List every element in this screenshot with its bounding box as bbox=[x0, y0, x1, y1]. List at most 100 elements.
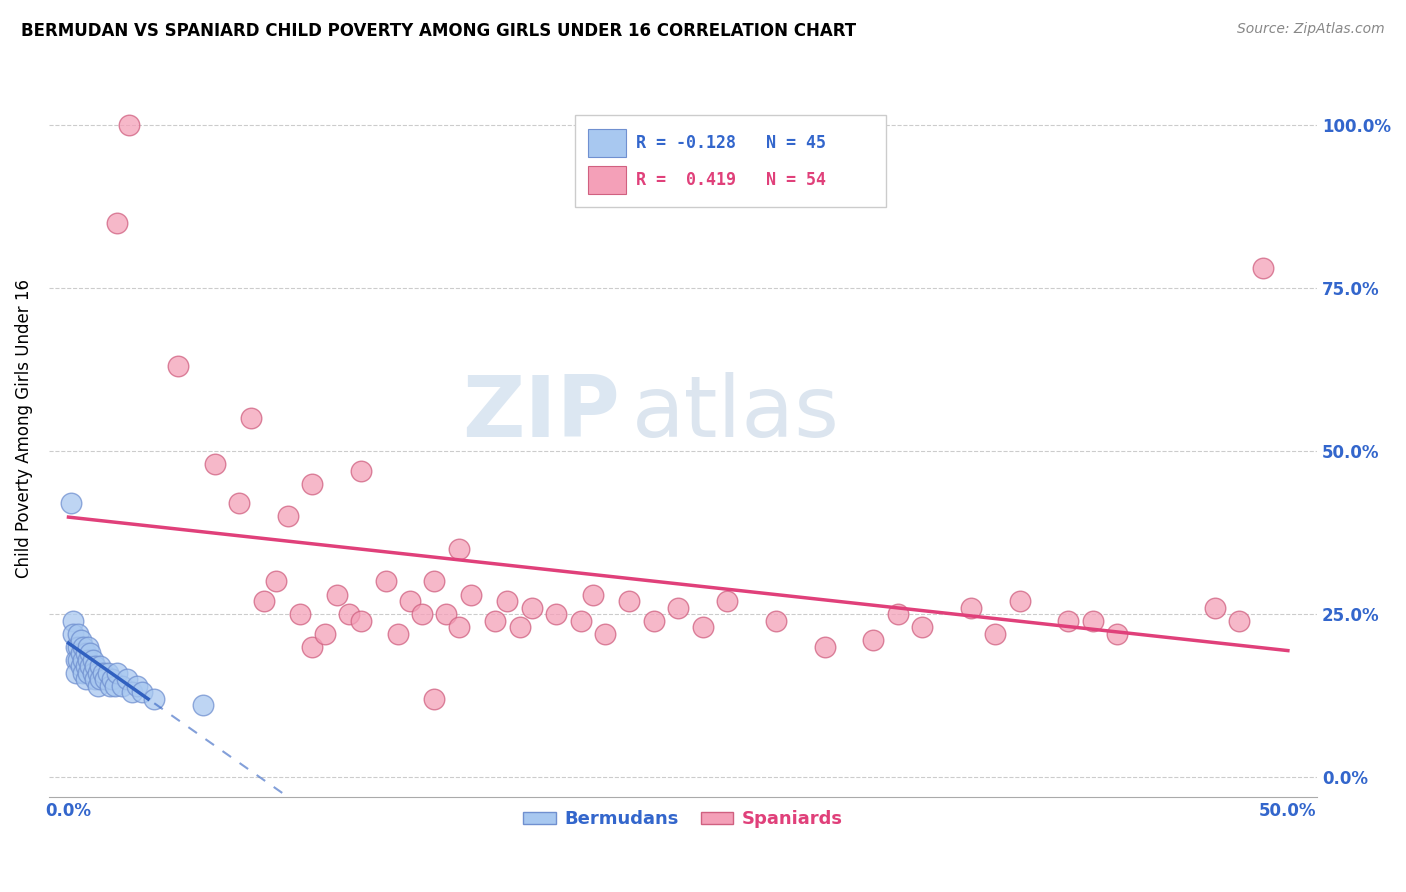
Point bbox=[436, 607, 458, 621]
Point bbox=[84, 659, 107, 673]
Point bbox=[62, 626, 84, 640]
Point bbox=[520, 600, 543, 615]
Legend: Bermudans, Spaniards: Bermudans, Spaniards bbox=[516, 803, 851, 836]
Point bbox=[423, 574, 446, 589]
Point bbox=[77, 640, 100, 654]
Point bbox=[121, 685, 143, 699]
Point bbox=[484, 614, 506, 628]
Point bbox=[142, 692, 165, 706]
Point bbox=[1008, 594, 1031, 608]
Point bbox=[98, 679, 121, 693]
Point bbox=[387, 626, 409, 640]
Point bbox=[337, 607, 360, 621]
Point bbox=[72, 640, 94, 654]
Point bbox=[716, 594, 738, 608]
Point bbox=[374, 574, 396, 589]
Point bbox=[75, 646, 97, 660]
Point bbox=[89, 659, 111, 673]
Point bbox=[67, 653, 90, 667]
Point bbox=[91, 665, 114, 680]
Point bbox=[59, 496, 82, 510]
Y-axis label: Child Poverty Among Girls Under 16: Child Poverty Among Girls Under 16 bbox=[15, 278, 32, 578]
Point bbox=[240, 411, 263, 425]
Point bbox=[569, 614, 592, 628]
Point bbox=[87, 679, 110, 693]
Point bbox=[447, 620, 470, 634]
Point bbox=[105, 216, 128, 230]
Point bbox=[277, 509, 299, 524]
Point bbox=[89, 673, 111, 687]
Point bbox=[79, 659, 101, 673]
Point bbox=[94, 673, 117, 687]
Point bbox=[886, 607, 908, 621]
Point bbox=[87, 665, 110, 680]
Point bbox=[191, 698, 214, 713]
Point bbox=[399, 594, 422, 608]
Point bbox=[460, 588, 482, 602]
Point bbox=[104, 679, 127, 693]
Point bbox=[228, 496, 250, 510]
Point bbox=[411, 607, 433, 621]
Point bbox=[204, 457, 226, 471]
Point bbox=[862, 633, 884, 648]
Point bbox=[643, 614, 665, 628]
Point bbox=[131, 685, 153, 699]
Point bbox=[77, 665, 100, 680]
Point bbox=[101, 673, 124, 687]
Text: ZIP: ZIP bbox=[463, 372, 620, 455]
Point bbox=[765, 614, 787, 628]
Point bbox=[326, 588, 349, 602]
Point bbox=[301, 476, 323, 491]
Point bbox=[666, 600, 689, 615]
Point bbox=[546, 607, 568, 621]
Text: R =  0.419   N = 54: R = 0.419 N = 54 bbox=[636, 170, 827, 189]
Point bbox=[79, 646, 101, 660]
Point bbox=[72, 653, 94, 667]
Point bbox=[75, 659, 97, 673]
Text: BERMUDAN VS SPANIARD CHILD POVERTY AMONG GIRLS UNDER 16 CORRELATION CHART: BERMUDAN VS SPANIARD CHILD POVERTY AMONG… bbox=[21, 22, 856, 40]
Point bbox=[959, 600, 981, 615]
Point bbox=[1057, 614, 1080, 628]
Point bbox=[509, 620, 531, 634]
Point bbox=[301, 640, 323, 654]
Point bbox=[1081, 614, 1104, 628]
Bar bbox=[588, 166, 626, 194]
Point bbox=[115, 673, 138, 687]
Point bbox=[911, 620, 934, 634]
Point bbox=[1204, 600, 1226, 615]
Point bbox=[75, 673, 97, 687]
FancyBboxPatch shape bbox=[575, 115, 886, 207]
Point bbox=[69, 659, 91, 673]
Point bbox=[77, 653, 100, 667]
Point bbox=[96, 665, 118, 680]
Point bbox=[314, 626, 336, 640]
Point bbox=[65, 665, 87, 680]
Point bbox=[65, 640, 87, 654]
Point bbox=[105, 665, 128, 680]
Point bbox=[496, 594, 519, 608]
Point bbox=[350, 614, 373, 628]
Point bbox=[1253, 261, 1275, 276]
Point bbox=[65, 653, 87, 667]
Point bbox=[984, 626, 1007, 640]
Point bbox=[692, 620, 714, 634]
Point bbox=[69, 633, 91, 648]
Point bbox=[62, 614, 84, 628]
Point bbox=[84, 673, 107, 687]
Point bbox=[423, 692, 446, 706]
Point bbox=[252, 594, 274, 608]
Point bbox=[1107, 626, 1129, 640]
Point bbox=[67, 640, 90, 654]
Text: atlas: atlas bbox=[633, 372, 841, 455]
Point bbox=[69, 646, 91, 660]
Point bbox=[813, 640, 835, 654]
Point bbox=[111, 679, 134, 693]
Point bbox=[447, 541, 470, 556]
Point bbox=[125, 679, 148, 693]
Point bbox=[288, 607, 311, 621]
Bar bbox=[588, 129, 626, 157]
Point bbox=[593, 626, 616, 640]
Text: R = -0.128   N = 45: R = -0.128 N = 45 bbox=[636, 134, 827, 152]
Point bbox=[82, 653, 104, 667]
Point bbox=[72, 665, 94, 680]
